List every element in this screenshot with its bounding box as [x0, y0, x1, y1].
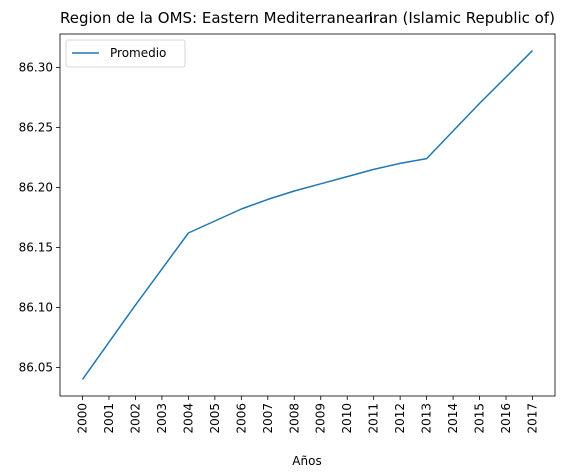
series-line-0 [81, 50, 534, 380]
legend-box [65, 39, 186, 68]
x-tick-label: 2001 [102, 403, 116, 434]
x-tick-label: 2006 [234, 403, 248, 434]
x-tick-label: 2002 [128, 403, 142, 434]
x-tick-label: 2009 [314, 403, 328, 434]
chart-title-left: Region de la OMS: Eastern Mediterranean [60, 9, 373, 27]
y-tick-label: 86.20 [19, 180, 53, 194]
y-tick-label: 86.15 [19, 240, 53, 254]
y-tick-label: 86.30 [19, 60, 53, 74]
x-tick-label: 2010 [340, 403, 354, 434]
x-axis: 2000 2001 2002 2003 2004 2005 2006 2007 2008 2009… [76, 396, 540, 434]
x-tick-label: 2000 [76, 403, 90, 434]
y-axis: 86.05 86.10 86.15 86.20 86.25 86.30 [19, 60, 60, 374]
x-tick-label: 2007 [261, 403, 275, 434]
chart-title-right: Iran (Islamic Republic of) [369, 9, 556, 27]
x-tick-label: 2017 [526, 403, 540, 434]
legend-label: Promedio [110, 46, 166, 60]
x-tick-label: 2016 [499, 403, 513, 434]
legend: Promedio [65, 39, 186, 68]
y-tick-label: 86.10 [19, 300, 53, 314]
x-tick-label: 2008 [287, 403, 301, 434]
x-tick-label: 2012 [393, 403, 407, 434]
x-tick-label: 2004 [181, 403, 195, 434]
plot-frame [59, 33, 556, 397]
y-tick-label: 86.25 [19, 120, 53, 134]
y-tick-label: 86.05 [19, 360, 53, 374]
x-tick-label: 2003 [155, 403, 169, 434]
series-group [81, 50, 534, 380]
x-tick-label: 2011 [367, 403, 381, 434]
x-tick-label: 2014 [446, 403, 460, 434]
x-tick-label: 2005 [208, 403, 222, 434]
x-axis-label: Años [292, 454, 321, 468]
x-tick-label: 2015 [473, 403, 487, 434]
x-tick-label: 2013 [420, 403, 434, 434]
